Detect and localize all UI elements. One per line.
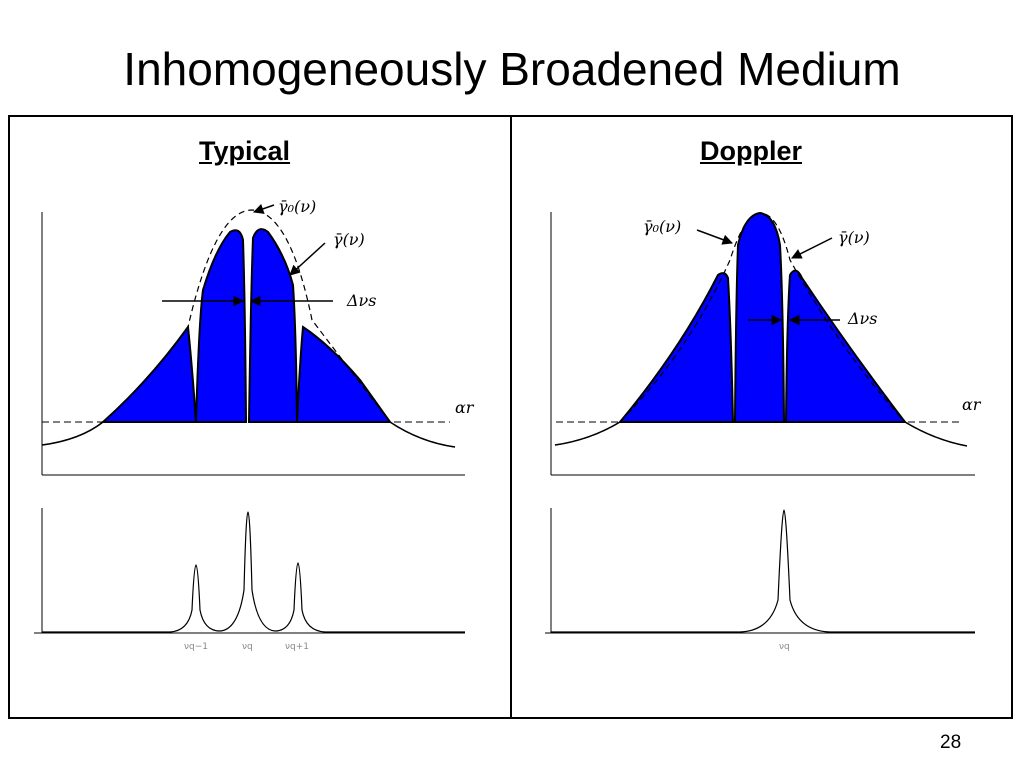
- doppler-saturated-label: γ̄(ν): [838, 228, 870, 247]
- typical-envelope-pointer: [253, 203, 275, 214]
- typical-spectrum-plot: νq−1 νq νq+1: [34, 508, 465, 652]
- typical-saturated-label: γ̄(ν): [333, 230, 365, 249]
- typical-spectrum-line: [42, 511, 465, 633]
- typical-envelope-curve: [41, 209, 456, 448]
- typical-envelope-label: γ̄₀(ν): [278, 197, 316, 216]
- doppler-gain-fill: [617, 211, 908, 423]
- doppler-tick-q: νq: [779, 642, 790, 652]
- slide-title: Inhomogeneously Broadened Medium: [123, 43, 901, 95]
- typical-panel-title: Typical: [199, 136, 291, 166]
- typical-gain-fill: [100, 228, 392, 423]
- typical-loss-label: αr: [455, 398, 475, 417]
- doppler-spectrum-plot: νq: [545, 508, 975, 652]
- doppler-hole-width-label: Δνs: [847, 309, 878, 328]
- doppler-loss-label: αr: [962, 395, 982, 414]
- doppler-spectrum-line: [551, 509, 975, 633]
- typical-tick-q: νq: [242, 642, 253, 652]
- typical-saturated-pointer: [289, 242, 326, 276]
- typical-hole-width-label: Δνs: [346, 291, 377, 310]
- doppler-panel-title: Doppler: [700, 136, 803, 166]
- typical-tick-q-minus-1: νq−1: [184, 642, 208, 652]
- doppler-envelope-pointer: [696, 229, 733, 245]
- page-number: 28: [940, 732, 962, 753]
- typical-tick-q-plus-1: νq+1: [285, 642, 309, 652]
- typical-gain-plot: γ̄₀(ν) γ̄(ν) Δνs αr: [41, 197, 475, 476]
- doppler-saturated-pointer: [791, 237, 833, 259]
- doppler-envelope-label: γ̄₀(ν): [643, 217, 681, 236]
- panel-divider: [510, 115, 512, 719]
- doppler-envelope-curve: [554, 212, 968, 447]
- doppler-gain-plot: γ̄₀(ν) γ̄(ν) Δνs αr: [550, 211, 982, 476]
